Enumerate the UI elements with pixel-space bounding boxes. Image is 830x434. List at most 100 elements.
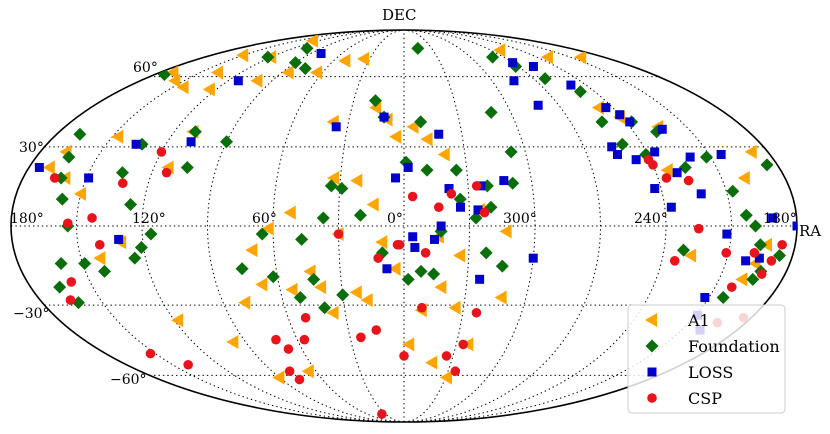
point-loss bbox=[410, 242, 420, 252]
point-foundation bbox=[753, 238, 767, 252]
point-loss bbox=[657, 124, 667, 134]
longitude-gridline bbox=[75, 29, 405, 423]
longitude-gridline bbox=[141, 29, 405, 423]
point-foundation bbox=[255, 227, 269, 241]
point-foundation bbox=[504, 145, 518, 159]
point-loss bbox=[528, 253, 538, 263]
point-a1 bbox=[202, 82, 215, 97]
point-a1 bbox=[406, 119, 419, 134]
x-axis-label: RA bbox=[799, 222, 821, 240]
point-loss bbox=[666, 202, 676, 212]
point-a1 bbox=[310, 65, 323, 80]
point-a1 bbox=[281, 65, 294, 80]
point-a1 bbox=[574, 50, 587, 65]
point-a1 bbox=[350, 173, 363, 188]
series-foundation bbox=[53, 41, 787, 315]
point-csp bbox=[62, 218, 73, 229]
point-a1 bbox=[168, 73, 181, 88]
point-a1 bbox=[735, 272, 748, 287]
point-csp bbox=[669, 256, 680, 266]
legend-label-loss: LOSS bbox=[688, 363, 733, 382]
point-a1 bbox=[494, 290, 507, 305]
point-csp bbox=[661, 173, 672, 183]
point-csp bbox=[294, 374, 305, 385]
point-loss bbox=[650, 184, 660, 194]
legend: A1 Foundation LOSS CSP bbox=[627, 304, 786, 414]
point-loss bbox=[716, 149, 726, 159]
point-loss bbox=[379, 112, 389, 122]
point-a1 bbox=[238, 295, 251, 310]
point-a1 bbox=[389, 129, 402, 144]
point-foundation bbox=[615, 137, 629, 151]
point-foundation bbox=[266, 270, 280, 284]
point-csp bbox=[749, 248, 760, 258]
point-a1 bbox=[236, 48, 249, 63]
point-foundation bbox=[62, 150, 76, 164]
point-a1 bbox=[737, 170, 750, 185]
point-a1 bbox=[425, 355, 438, 370]
point-a1 bbox=[211, 65, 224, 80]
point-loss bbox=[509, 76, 519, 86]
point-foundation bbox=[678, 160, 692, 174]
point-foundation bbox=[188, 125, 202, 139]
point-foundation bbox=[54, 256, 68, 270]
longitude-gridline bbox=[337, 29, 405, 423]
point-foundation bbox=[420, 163, 434, 177]
point-loss bbox=[403, 162, 413, 172]
point-foundation bbox=[115, 166, 129, 180]
longitude-gridline bbox=[403, 29, 667, 423]
point-csp bbox=[299, 334, 310, 345]
point-csp bbox=[356, 332, 366, 343]
point-foundation bbox=[401, 272, 415, 286]
point-a1 bbox=[434, 280, 447, 295]
point-loss bbox=[408, 232, 418, 242]
point-foundation bbox=[726, 184, 740, 198]
point-loss bbox=[700, 293, 710, 303]
point-csp bbox=[446, 189, 457, 199]
point-foundation bbox=[261, 50, 275, 64]
point-csp bbox=[156, 147, 167, 157]
point-foundation bbox=[495, 259, 509, 273]
point-loss bbox=[615, 110, 625, 120]
point-csp bbox=[756, 269, 767, 279]
point-loss bbox=[434, 129, 444, 139]
point-foundation bbox=[716, 291, 730, 305]
y-tick-label: 60° bbox=[133, 60, 158, 76]
point-foundation bbox=[368, 94, 382, 108]
y-tick-label: −60° bbox=[110, 372, 147, 388]
data-points bbox=[34, 33, 797, 419]
point-a1 bbox=[73, 186, 86, 201]
point-loss bbox=[625, 117, 635, 127]
point-csp bbox=[479, 207, 490, 218]
point-a1 bbox=[420, 132, 433, 147]
point-loss bbox=[612, 149, 622, 159]
point-a1 bbox=[171, 313, 184, 328]
point-loss bbox=[316, 49, 326, 59]
legend-label-csp: CSP bbox=[688, 389, 722, 408]
legend-box bbox=[627, 304, 786, 414]
point-a1 bbox=[388, 261, 401, 276]
point-foundation bbox=[98, 264, 112, 278]
point-foundation bbox=[318, 301, 332, 315]
point-foundation bbox=[677, 243, 691, 257]
point-a1 bbox=[660, 163, 673, 178]
point-foundation bbox=[336, 288, 350, 302]
legend-marker-csp bbox=[647, 393, 657, 403]
point-a1 bbox=[327, 170, 340, 185]
point-csp bbox=[471, 307, 482, 318]
y-tick-label: 30° bbox=[19, 140, 44, 156]
point-a1 bbox=[42, 160, 55, 175]
point-foundation bbox=[479, 246, 493, 260]
x-tick-label: 120° bbox=[132, 211, 166, 227]
legend-marker-a1 bbox=[645, 313, 658, 327]
tick-labels: 180° 120° 60° 0° 300° 240° 180° 60° 30° … bbox=[10, 60, 797, 388]
point-loss bbox=[186, 137, 196, 147]
point-a1 bbox=[402, 337, 415, 352]
point-a1 bbox=[301, 364, 314, 379]
point-foundation bbox=[53, 280, 67, 294]
point-loss bbox=[84, 173, 94, 183]
point-a1 bbox=[338, 53, 351, 68]
point-loss bbox=[533, 100, 543, 110]
point-loss bbox=[436, 221, 446, 231]
point-a1 bbox=[255, 277, 268, 292]
